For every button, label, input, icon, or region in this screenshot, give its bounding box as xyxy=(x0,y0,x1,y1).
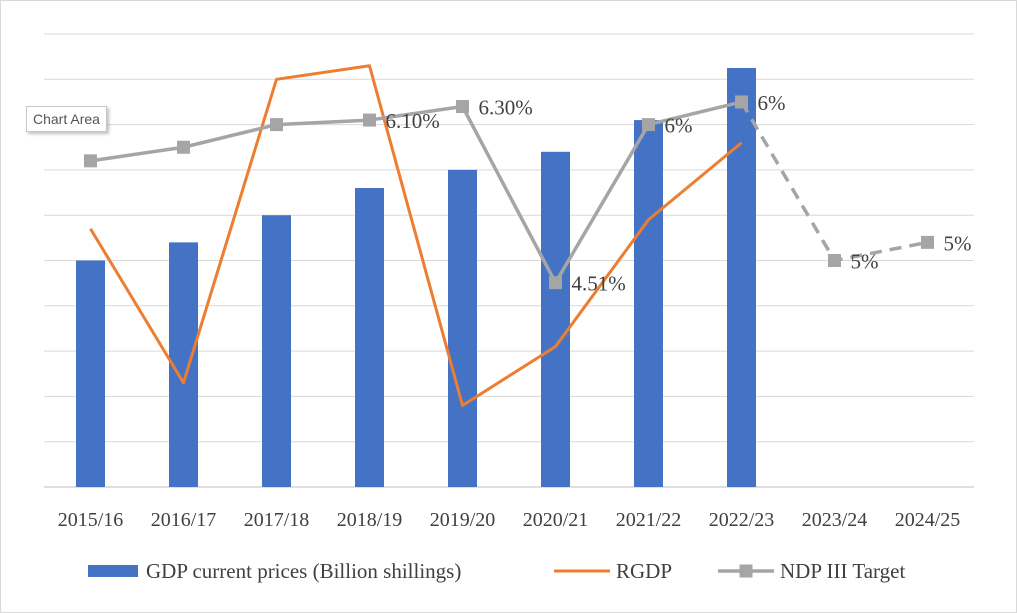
target-marker xyxy=(456,99,469,113)
target-data-label: 6% xyxy=(758,91,786,115)
x-tick-label: 2023/24 xyxy=(802,509,868,531)
target-data-label: 6.10% xyxy=(386,109,440,133)
target-marker xyxy=(735,95,748,109)
target-data-label: 4.51% xyxy=(572,272,626,296)
target-marker xyxy=(84,154,97,168)
x-tick-label: 2022/23 xyxy=(709,509,775,531)
x-tick-label: 2016/17 xyxy=(151,509,217,531)
x-tick-label: 2020/21 xyxy=(523,509,589,531)
legend-label-target: NDP III Target xyxy=(780,559,905,583)
target-data-label: 6.30% xyxy=(479,95,533,119)
chart-area-tooltip: Chart Area xyxy=(26,106,107,132)
gdp-bar xyxy=(76,260,105,487)
x-tick-label: 2018/19 xyxy=(337,509,403,531)
legend-swatch-gdp xyxy=(88,565,138,577)
target-marker xyxy=(270,118,283,132)
target-marker xyxy=(642,118,655,132)
gdp-bar xyxy=(262,215,291,487)
x-tick-label: 2024/25 xyxy=(895,509,961,531)
gdp-bar xyxy=(727,67,756,487)
x-tick-label: 2015/16 xyxy=(58,509,124,531)
legend-marker-target xyxy=(739,564,753,578)
target-data-label: 5% xyxy=(851,250,879,274)
gdp-bar xyxy=(541,151,570,487)
legend-label-gdp: GDP current prices (Billion shillings) xyxy=(146,559,461,583)
gdp-bar xyxy=(448,169,477,487)
x-tick-label: 2019/20 xyxy=(430,509,496,531)
target-markers: 6.10% 6.30% 4.51% 6% 6% 5% 5% xyxy=(84,91,972,296)
legend: GDP current prices (Billion shillings) RG… xyxy=(88,559,905,583)
legend-label-rgdp: RGDP xyxy=(616,559,672,583)
target-marker xyxy=(828,254,841,267)
x-tick-label: 2017/18 xyxy=(244,509,310,531)
target-marker xyxy=(549,276,562,290)
target-line-solid xyxy=(90,100,742,285)
rgdp-line xyxy=(89,64,743,407)
target-data-label: 6% xyxy=(665,114,693,138)
gdp-bars xyxy=(76,67,756,487)
target-data-label: 5% xyxy=(944,231,972,255)
target-marker xyxy=(921,235,934,249)
gdp-bar xyxy=(355,188,384,487)
target-marker xyxy=(177,140,190,154)
target-line-dashed xyxy=(739,101,928,263)
x-tick-labels: 2015/16 2016/17 2017/18 2018/19 2019/20 2020/… xyxy=(58,509,961,531)
x-tick-label: 2021/22 xyxy=(616,509,682,531)
target-marker xyxy=(363,113,376,127)
gridlines xyxy=(44,33,974,488)
gdp-bar xyxy=(634,120,663,487)
